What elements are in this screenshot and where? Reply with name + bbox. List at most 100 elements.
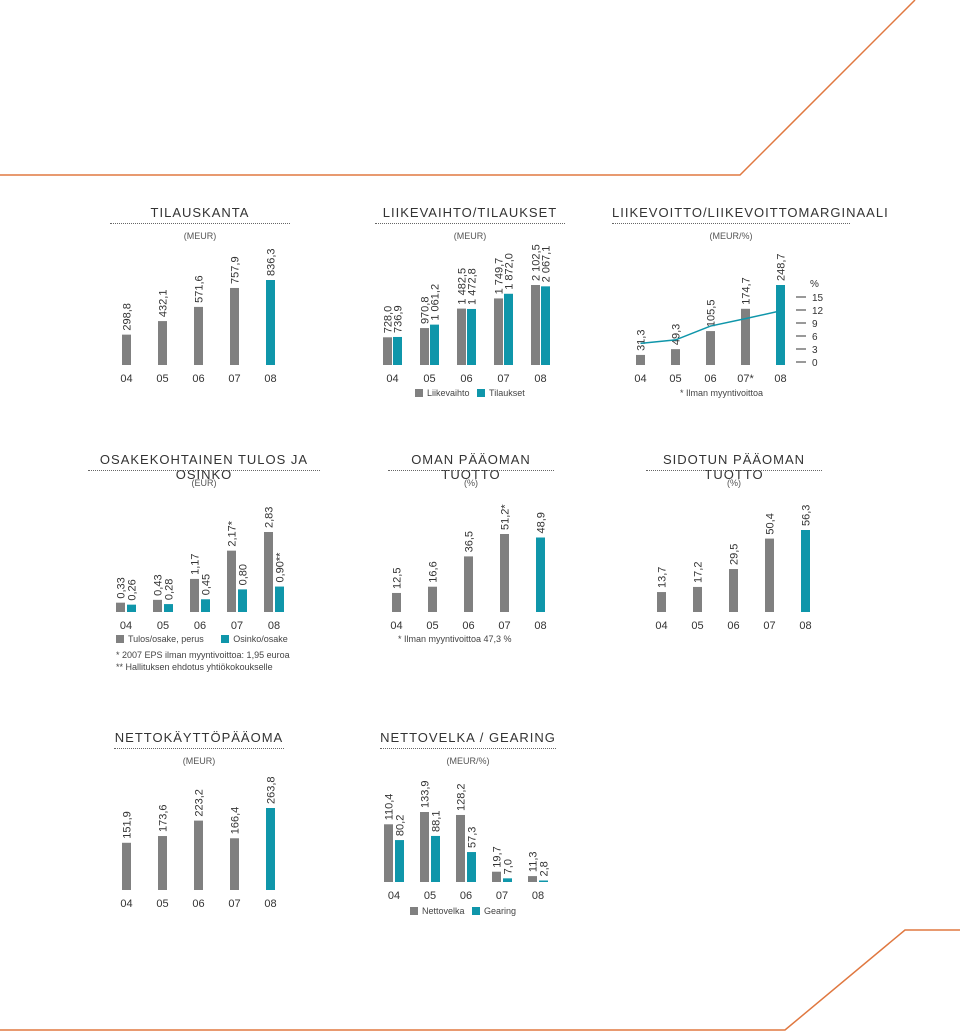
x-tick-label: 08	[534, 373, 546, 385]
chart-unit: (EUR)	[191, 478, 217, 488]
legend-label: Osinko/osake	[233, 634, 288, 644]
data-label: 31,3	[636, 330, 648, 351]
data-label: 0,26	[127, 579, 139, 600]
bar	[528, 876, 537, 882]
chart-unit: (MEUR)	[183, 231, 217, 241]
bar	[230, 287, 239, 365]
x-tick-label: 04	[120, 373, 132, 385]
data-label: 728,0	[383, 306, 395, 334]
bar	[456, 814, 465, 882]
x-tick-label: 06	[192, 898, 204, 910]
x-tick-label: 07	[497, 373, 509, 385]
chart-note: * Ilman myyntivoittoa	[680, 388, 764, 398]
chart-title: NETTOVELKA / GEARING	[380, 730, 556, 745]
bar	[428, 586, 437, 612]
bar	[392, 592, 401, 612]
data-label: 29,5	[729, 544, 741, 565]
bar	[194, 306, 203, 365]
data-label: 11,3	[528, 851, 540, 872]
data-label: 19,7	[492, 846, 504, 867]
chart-tilauskanta: TILAUSKANTA (MEUR) 298,8 04 432,1 05 571,6 06…	[110, 205, 290, 385]
data-label: 757,9	[230, 256, 242, 284]
data-label: 88,1	[431, 811, 443, 832]
data-label: 1 872,0	[504, 253, 516, 290]
data-label: 0,80	[238, 564, 250, 585]
bar	[384, 824, 393, 882]
data-label: 571,6	[194, 275, 206, 303]
chart-unit: (MEUR/%)	[446, 756, 490, 766]
bar	[536, 537, 545, 612]
margin-line	[640, 310, 781, 345]
data-label: 128,2	[456, 783, 468, 811]
chart-sidotunpaaoman: SIDOTUN PÄÄOMAN TUOTTO (%) 13,7 04 17,2 05 2…	[646, 452, 822, 632]
chart-svg: 12,5 04 16,6 05 36,5 06 51,2* 07 48,9 08	[390, 504, 547, 632]
bar	[122, 334, 131, 365]
bar	[464, 556, 473, 612]
chart-svg: 151,9 04 173,6 05 223,2 06 166,4 07 263,8 08	[120, 776, 277, 910]
x-tick-label: 04	[390, 620, 402, 632]
data-label: 7,0	[503, 859, 515, 874]
bar	[230, 838, 239, 890]
y2-tick-label: 6	[812, 332, 818, 343]
data-label: 133,9	[420, 780, 432, 808]
chart-nettovelka: NETTOVELKA / GEARING (MEUR/%) 110,4 80,2 0…	[380, 730, 556, 930]
chart-svg: 0,33 0,26 04 0,43 0,28 05 1,170,45 06 2,17* 0,80 0…	[116, 507, 287, 632]
bar	[431, 835, 440, 882]
bar	[158, 836, 167, 890]
chart-svg: 13,7 04 17,2 05 29,5 06 50,4 07 56,3 08	[655, 505, 812, 632]
x-tick-label: 05	[156, 373, 168, 385]
data-label: 105,5	[706, 300, 718, 328]
legend-label: Tulos/osake, perus	[128, 634, 204, 644]
chart-note: * 2007 EPS ilman myyntivoittoa: 1,95 eur…	[116, 650, 290, 660]
x-tick-label: 07	[228, 898, 240, 910]
x-tick-label: 05	[426, 620, 438, 632]
chart-nettokayttopaaoma: NETTOKÄYTTÖPÄÄOMA (MEUR) 151,9 04 173,6 05 2…	[114, 730, 284, 910]
data-label: 2 102,5	[531, 244, 543, 281]
y2-tick-label: 9	[812, 319, 818, 330]
x-tick-label: 06	[462, 620, 474, 632]
legend-swatch-teal	[477, 389, 486, 397]
data-label: 80,2	[395, 815, 407, 836]
data-label: 248,7	[776, 253, 788, 281]
x-tick-label: 04	[120, 898, 132, 910]
y2-tick-label: 15	[812, 293, 824, 304]
x-tick-label: 04	[634, 373, 646, 385]
bar	[238, 589, 247, 612]
legend: Liikevaihto Tilaukset	[415, 388, 525, 398]
bar	[693, 586, 702, 612]
bar	[467, 308, 476, 365]
x-tick-label: 06	[192, 373, 204, 385]
bar	[194, 820, 203, 890]
bar	[500, 534, 509, 612]
bar	[801, 530, 810, 612]
bar	[227, 550, 236, 612]
data-label: 2,17*	[227, 520, 239, 546]
x-tick-label: 06	[194, 620, 206, 632]
x-tick-label: 06	[727, 620, 739, 632]
legend-swatch-teal	[221, 635, 230, 643]
chart-svg: 31,30449,305105,506174,707*248,708%15129…	[634, 253, 824, 385]
bar	[457, 308, 466, 365]
x-tick-label: 07	[763, 620, 775, 632]
bar	[393, 336, 402, 365]
x-tick-label: 04	[120, 620, 132, 632]
y2-tick-label: 12	[812, 306, 824, 317]
legend-swatch-gray	[415, 389, 423, 397]
data-label: 49,3	[671, 324, 683, 345]
bar	[541, 286, 550, 365]
x-tick-label: 07	[231, 620, 243, 632]
bar	[494, 298, 503, 365]
chart-liikevoitto: LIIKEVOITTO/LIIKEVOITTOMARGINAALI (MEUR/…	[612, 205, 888, 405]
bar	[275, 586, 284, 612]
chart-unit: (%)	[727, 478, 741, 488]
x-tick-label: 06	[460, 373, 472, 385]
data-label: 0,43	[153, 574, 165, 595]
y2-tick-label: 3	[812, 345, 818, 356]
x-tick-label: 07*	[737, 373, 754, 385]
chart-note: ** Hallituksen ehdotus yhtiökokoukselle	[116, 662, 273, 672]
bar	[539, 880, 548, 882]
legend: Nettovelka Gearing	[410, 906, 516, 916]
bar	[420, 328, 429, 365]
x-tick-label: 04	[388, 890, 400, 902]
